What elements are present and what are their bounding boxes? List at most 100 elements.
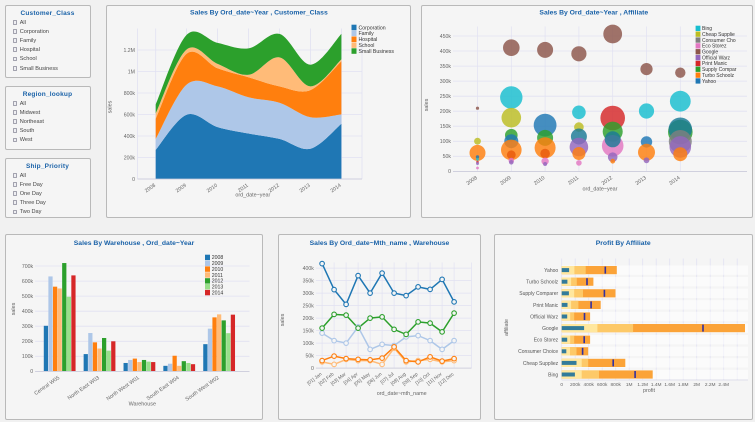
- svg-text:Supply Comparer: Supply Comparer: [519, 291, 558, 297]
- svg-text:2010: 2010: [205, 182, 218, 194]
- svg-text:2008: 2008: [466, 175, 479, 187]
- svg-text:2014: 2014: [329, 182, 342, 194]
- svg-text:South East W04: South East W04: [145, 375, 180, 402]
- svg-text:Sales By Ord_date~Mth_name , W: Sales By Ord_date~Mth_name , Warehouse: [309, 240, 449, 247]
- svg-text:0: 0: [311, 365, 314, 371]
- svg-text:0: 0: [30, 369, 33, 375]
- svg-text:100k: 100k: [21, 354, 33, 360]
- svg-text:1.8M: 1.8M: [678, 382, 689, 388]
- svg-text:Yahoo: Yahoo: [544, 268, 558, 274]
- svg-text:2013: 2013: [298, 182, 311, 194]
- svg-text:300k: 300k: [440, 78, 452, 84]
- svg-text:Consumer Choice: Consumer Choice: [518, 349, 558, 355]
- svg-text:Bing: Bing: [548, 372, 558, 378]
- svg-text:Supply Compar: Supply Compar: [702, 67, 737, 73]
- svg-text:2012: 2012: [601, 175, 614, 187]
- svg-text:0: 0: [560, 382, 563, 388]
- svg-text:300k: 300k: [21, 324, 33, 330]
- svg-text:ord_date~mth_name: ord_date~mth_name: [376, 391, 426, 397]
- svg-text:200k: 200k: [570, 382, 581, 388]
- svg-text:400k: 400k: [123, 133, 135, 139]
- svg-text:2014: 2014: [668, 175, 681, 187]
- svg-text:800k: 800k: [610, 382, 621, 388]
- svg-text:2010: 2010: [211, 266, 223, 272]
- svg-text:0: 0: [448, 169, 451, 175]
- svg-text:2008: 2008: [211, 255, 223, 261]
- svg-text:350k: 350k: [302, 278, 314, 284]
- svg-text:2M: 2M: [693, 382, 700, 388]
- svg-text:600k: 600k: [123, 112, 135, 118]
- svg-text:250k: 250k: [440, 94, 452, 100]
- svg-text:450k: 450k: [440, 33, 452, 39]
- svg-text:0: 0: [132, 176, 135, 182]
- svg-text:Central W05: Central W05: [33, 375, 61, 397]
- svg-text:North East W03: North East W03: [66, 375, 100, 401]
- svg-text:Profit By Affiliate: Profit By Affiliate: [596, 240, 651, 247]
- svg-text:Yahoo: Yahoo: [702, 78, 716, 84]
- svg-text:2011: 2011: [567, 175, 580, 186]
- svg-text:sales: sales: [280, 313, 286, 326]
- svg-text:2013: 2013: [635, 175, 648, 187]
- svg-text:200k: 200k: [21, 339, 33, 345]
- svg-text:400k: 400k: [302, 265, 314, 271]
- svg-text:800k: 800k: [123, 90, 135, 96]
- svg-text:Google: Google: [702, 49, 718, 55]
- svg-text:Cheap Supplie: Cheap Supplie: [702, 31, 735, 37]
- svg-text:2009: 2009: [211, 261, 223, 267]
- svg-text:Hospital: Hospital: [358, 37, 377, 43]
- svg-text:School: School: [358, 43, 374, 49]
- svg-text:Turbo Schoolz: Turbo Schoolz: [526, 279, 559, 285]
- svg-text:1M: 1M: [626, 382, 633, 388]
- svg-text:150k: 150k: [302, 328, 314, 334]
- svg-text:Consumer Cho: Consumer Cho: [702, 37, 736, 43]
- svg-text:Official Warz: Official Warz: [702, 55, 731, 61]
- svg-text:100k: 100k: [302, 340, 314, 346]
- svg-text:1.4M: 1.4M: [651, 382, 662, 388]
- svg-text:2009: 2009: [499, 175, 512, 187]
- svg-text:Google: Google: [542, 326, 558, 332]
- svg-text:1.6M: 1.6M: [664, 382, 675, 388]
- svg-text:Small Business: Small Business: [358, 48, 394, 54]
- svg-text:ord_date~year: ord_date~year: [235, 192, 270, 198]
- svg-text:50k: 50k: [443, 154, 452, 160]
- svg-text:100k: 100k: [440, 139, 452, 145]
- svg-text:50k: 50k: [305, 353, 314, 359]
- svg-text:Sales By Ord_date~Year , Custo: Sales By Ord_date~Year , Customer_Class: [190, 9, 328, 16]
- svg-text:2011: 2011: [211, 272, 222, 278]
- svg-text:Family: Family: [358, 31, 374, 37]
- svg-text:sales: sales: [424, 98, 430, 111]
- svg-text:2011: 2011: [237, 182, 250, 193]
- svg-text:Warehouse: Warehouse: [128, 401, 155, 407]
- svg-text:Cheap Suppliez: Cheap Suppliez: [523, 360, 559, 366]
- svg-text:ord_date~year: ord_date~year: [583, 186, 618, 192]
- svg-text:1.2M: 1.2M: [123, 47, 135, 53]
- svg-text:2012: 2012: [267, 182, 280, 194]
- svg-text:Sales By Warehouse , Ord_date~: Sales By Warehouse , Ord_date~Year: [73, 240, 194, 247]
- svg-text:600k: 600k: [21, 278, 33, 284]
- svg-text:Corporation: Corporation: [358, 25, 385, 31]
- svg-text:affiliate: affiliate: [504, 319, 510, 336]
- svg-text:1.2M: 1.2M: [637, 382, 648, 388]
- svg-text:Turbo Schoolz: Turbo Schoolz: [702, 72, 735, 78]
- svg-text:2010: 2010: [533, 175, 546, 187]
- svg-text:200k: 200k: [302, 315, 314, 321]
- svg-text:600k: 600k: [597, 382, 608, 388]
- svg-text:400k: 400k: [583, 382, 594, 388]
- svg-text:Print Manic: Print Manic: [533, 302, 559, 308]
- svg-text:400k: 400k: [21, 309, 33, 315]
- svg-text:2009: 2009: [174, 182, 187, 194]
- svg-text:Eco Storez: Eco Storez: [534, 337, 559, 343]
- svg-text:200k: 200k: [123, 155, 135, 161]
- svg-text:400k: 400k: [440, 48, 452, 54]
- svg-text:Sales By Ord_date~Year , Affil: Sales By Ord_date~Year , Affiliate: [539, 9, 648, 16]
- svg-text:Print Manic: Print Manic: [702, 61, 728, 67]
- svg-text:Eco Storez: Eco Storez: [702, 43, 727, 49]
- svg-text:1M: 1M: [127, 69, 134, 75]
- svg-text:North West W01: North West W01: [105, 375, 140, 402]
- svg-text:150k: 150k: [440, 124, 452, 130]
- svg-text:2013: 2013: [211, 284, 223, 290]
- svg-text:2.4M: 2.4M: [718, 382, 729, 388]
- svg-text:300k: 300k: [302, 290, 314, 296]
- svg-text:Official Warz: Official Warz: [530, 314, 559, 320]
- svg-text:sales: sales: [11, 302, 17, 315]
